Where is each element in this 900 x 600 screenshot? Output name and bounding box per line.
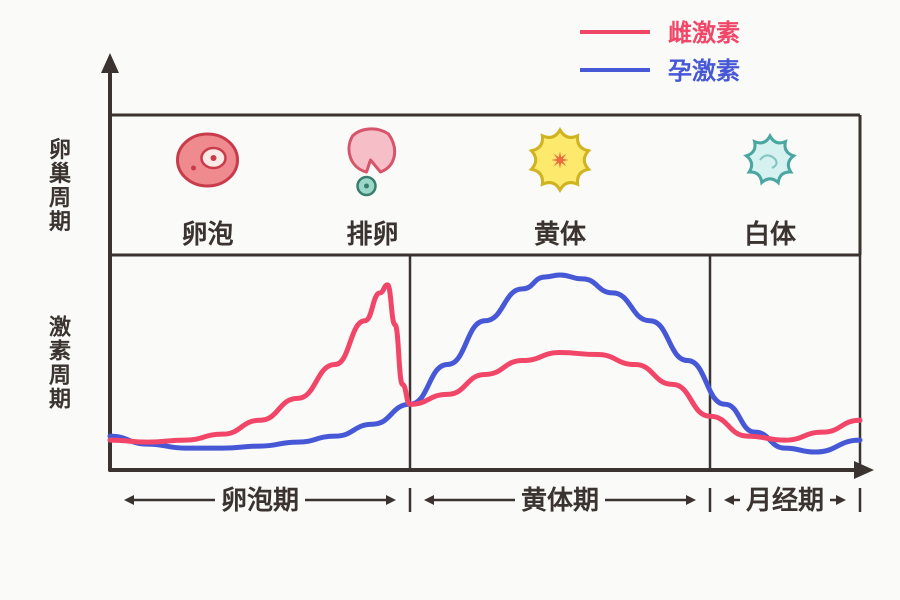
phase-label-luteal: 黄体期 <box>521 486 599 515</box>
stage-label-corpus_albicans: 白体 <box>744 219 797 249</box>
ylabel-ovary-cycle: 巢 <box>48 161 71 186</box>
stage-label-corpus_luteum: 黄体 <box>534 220 587 249</box>
follicle-icon <box>178 134 238 186</box>
ylabel-hormone-cycle: 期 <box>49 387 71 412</box>
ylabel-hormone-cycle: 周 <box>49 363 71 388</box>
ylabel-ovary-cycle: 周 <box>49 185 71 210</box>
stage-label-follicle: 卵泡 <box>181 220 233 249</box>
stage-label-ovulation: 排卵 <box>346 220 398 249</box>
ylabel-hormone-cycle: 激 <box>49 315 71 340</box>
ylabel-ovary-cycle: 期 <box>49 209 71 234</box>
legend-label-estrogen: 雌激素 <box>668 19 740 47</box>
ylabel-ovary-cycle: 卵 <box>49 137 71 162</box>
ylabel-hormone-cycle: 素 <box>49 339 71 364</box>
legend-label-progesterone: 孕激素 <box>668 57 740 85</box>
phase-label-follicular: 卵泡期 <box>221 486 299 515</box>
phase-label-menstrual: 月经期 <box>745 485 824 515</box>
